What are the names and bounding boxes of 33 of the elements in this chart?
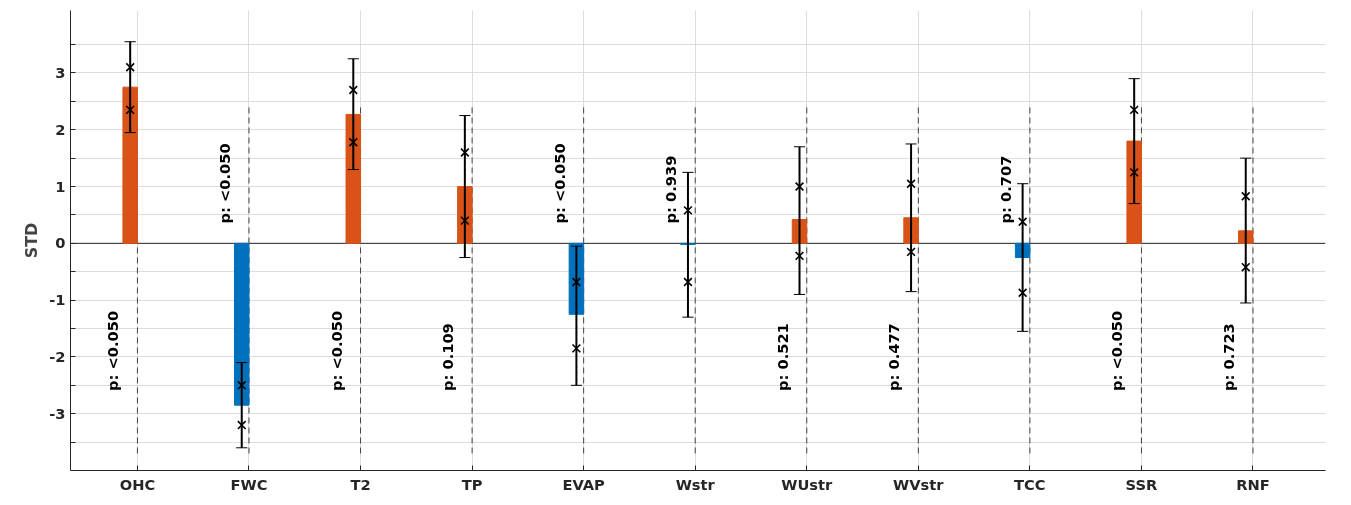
x-tick-label: WUstr [781, 475, 834, 493]
x-tick-label: SSR [1125, 475, 1158, 493]
x-tick-label: Wstr [675, 475, 716, 493]
bar [233, 242, 250, 406]
x-tick-label: TP [461, 475, 483, 493]
annotation: p: 0.707 [996, 155, 1014, 224]
bar [345, 113, 362, 244]
annotation: p: <0.050 [550, 143, 568, 224]
y-tick-label: -3 [49, 404, 66, 422]
annotation: p: <0.050 [1108, 310, 1126, 391]
y-tick-label: 1 [55, 177, 66, 195]
annotation: p: 0.109 [439, 323, 457, 391]
x-tick-label: TCC [1014, 475, 1046, 493]
y-tick-label: -1 [49, 291, 66, 309]
x-tick-label: FWC [230, 475, 268, 493]
bar [122, 86, 138, 244]
y-axis-title: STD [22, 222, 42, 259]
y-tick-label: 3 [55, 63, 66, 81]
x-tick-label: WVstr [893, 475, 945, 493]
y-tick-label: 0 [55, 234, 66, 252]
x-tick-label: T2 [350, 475, 371, 493]
x-tick-label: RNF [1236, 475, 1270, 493]
annotation: p: 0.521 [773, 323, 791, 391]
annotation: p: 0.723 [1219, 323, 1237, 391]
x-tick-label: EVAP [562, 475, 606, 493]
annotation: p: 0.477 [885, 323, 903, 391]
annotation: p: <0.050 [104, 310, 122, 391]
y-tick-label: -2 [49, 347, 66, 365]
annotation: p: 0.939 [662, 155, 680, 224]
x-tick-label: OHC [119, 475, 156, 493]
annotation: p: <0.050 [215, 143, 233, 224]
annotation: p: <0.050 [327, 310, 345, 391]
y-tick-label: 2 [55, 120, 66, 138]
